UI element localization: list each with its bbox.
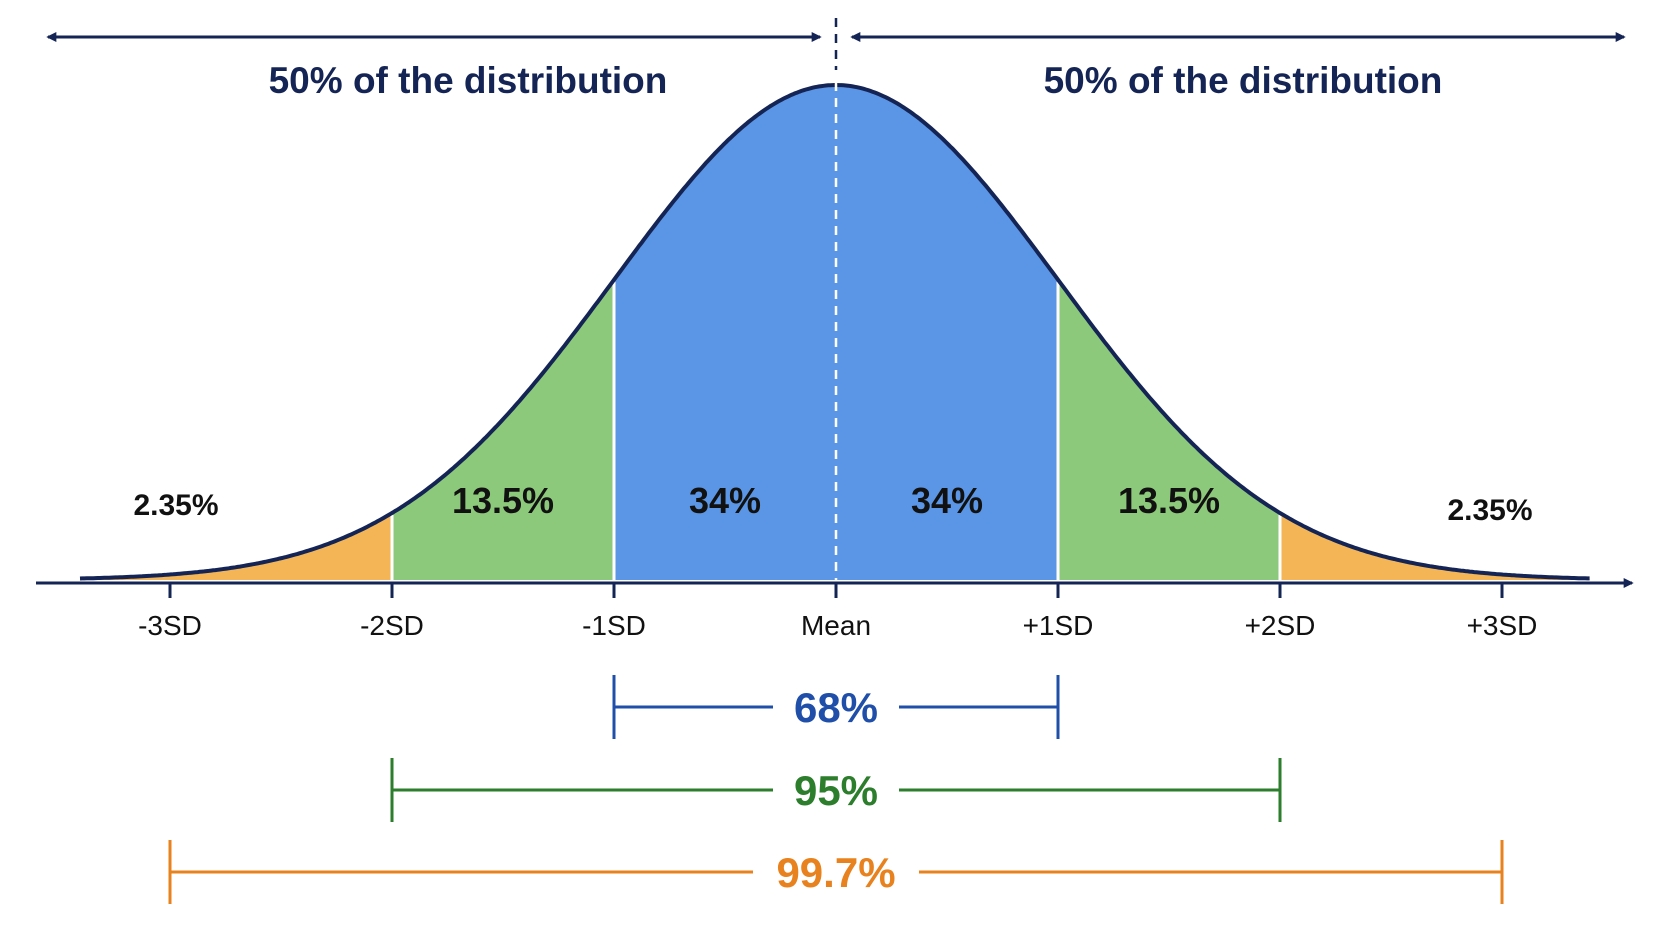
range-bracket-68: 68% (612, 675, 1060, 739)
left-half-label: 50% of the distribution (269, 60, 668, 101)
band-right-outer (1280, 513, 1590, 580)
band-labels-layer: 2.35% 13.5% 34% 34% 13.5% 2.35% (133, 480, 1532, 527)
range-label-997: 99.7% (776, 849, 895, 896)
dividers-layer (390, 281, 1282, 580)
range-bracket-95: 95% (390, 758, 1282, 822)
tick-label: -3SD (138, 610, 202, 641)
tick-label: Mean (801, 610, 871, 641)
tick-label: -1SD (582, 610, 646, 641)
ticks-layer: -3SD -2SD -1SD Mean +1SD +2SD +3SD (138, 583, 1537, 641)
ranges-layer: 68% 95% 99.7% (168, 675, 1504, 904)
range-bracket-997: 99.7% (168, 840, 1504, 904)
range-label-68: 68% (794, 684, 878, 731)
band-label-right-outer: 2.35% (1447, 494, 1532, 527)
right-half-label: 50% of the distribution (1044, 60, 1443, 101)
tick-label: -2SD (360, 610, 424, 641)
band-label-left-outer: 2.35% (133, 489, 218, 522)
band-label-left-mid: 13.5% (452, 480, 554, 521)
band-label-right-mid: 13.5% (1118, 480, 1220, 521)
band-left-outer (80, 513, 392, 580)
band-label-left-center: 34% (689, 480, 761, 521)
range-label-95: 95% (794, 767, 878, 814)
tick-label: +1SD (1023, 610, 1094, 641)
tick-label: +3SD (1467, 610, 1538, 641)
band-label-right-center: 34% (911, 480, 983, 521)
tick-label: +2SD (1245, 610, 1316, 641)
